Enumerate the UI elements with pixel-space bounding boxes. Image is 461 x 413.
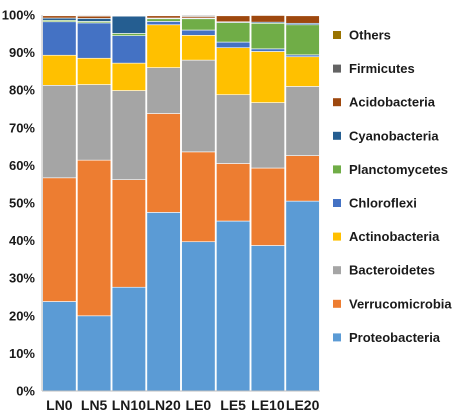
bar-segment-planctomycetes-ln20 [146,18,181,22]
bar-segment-bacteroidetes-ln10 [111,90,146,180]
bar-segment-chloroflexi-ln5 [77,22,112,59]
bar-segment-acidobacteria-ln5 [77,15,112,19]
legend-swatch-proteobacteria [333,333,341,342]
legend-swatch-firmicutes [333,64,341,73]
bar-segment-proteobacteria-le20 [285,200,320,392]
y-tick-label: 90% [9,45,35,60]
legend-swatch-actinobacteria [333,232,341,241]
bar-segment-proteobacteria-le0 [181,241,216,392]
bars [42,14,320,392]
legend-label-verrucomicrobia: Verrucomicrobia [349,296,452,311]
x-tick-label-le0: LE0 [186,397,212,413]
y-tick-label: 60% [9,158,35,173]
bar-segment-proteobacteria-ln0 [42,301,77,392]
legend-label-bacteroidetes: Bacteroidetes [349,263,435,278]
bar-segment-planctomycetes-le20 [285,24,320,56]
y-tick-label: 100% [2,8,36,23]
legend-label-chloroflexi: Chloroflexi [349,196,417,211]
bar-segment-verrucomicrobia-le0 [181,151,216,243]
bar-segment-chloroflexi-le0 [181,29,216,36]
bar-segment-bacteroidetes-le0 [181,59,216,153]
bar-segment-verrucomicrobia-ln5 [77,159,112,317]
x-tick-label-le5: LE5 [220,397,246,413]
y-tick-label: 40% [9,233,35,248]
bar-segment-planctomycetes-le0 [181,18,216,31]
bar-segment-proteobacteria-ln10 [111,286,146,392]
legend-swatch-chloroflexi [333,199,341,207]
bar-segment-planctomycetes-ln10 [111,33,146,36]
legend-label-others: Others [349,28,391,43]
y-tick-label: 0% [16,384,35,399]
y-tick-label: 50% [9,196,35,211]
y-tick-label: 10% [9,346,35,361]
legend-label-actinobacteria: Actinobacteria [349,229,440,244]
bar-segment-verrucomicrobia-le5 [216,163,251,222]
x-tick-label-ln5: LN5 [81,397,108,413]
legend-label-proteobacteria: Proteobacteria [349,330,441,345]
legend-swatch-cyanobacteria [333,131,341,140]
x-tick-label-ln20: LN20 [147,397,181,413]
x-tick-label-le20: LE20 [286,397,320,413]
bar-segment-planctomycetes-le10 [250,22,285,50]
bar-segment-cyanobacteria-ln0 [42,17,77,21]
bar-segment-acidobacteria-le5 [216,15,251,23]
bar-segment-verrucomicrobia-ln0 [42,177,77,302]
bar-segment-bacteroidetes-le5 [216,94,251,164]
legend-label-planctomycetes: Planctomycetes [349,162,448,177]
legend-swatch-bacteroidetes [333,266,341,275]
bar-segment-actinobacteria-ln5 [77,57,112,85]
bar-segment-proteobacteria-ln20 [146,212,181,392]
x-tick-label-le10: LE10 [251,397,285,413]
bar-segment-proteobacteria-le10 [250,245,285,392]
bar-segment-proteobacteria-ln5 [77,315,112,392]
bar-segment-actinobacteria-le5 [216,47,251,96]
bar-segment-proteobacteria-le5 [216,220,251,392]
y-tick-label: 80% [9,83,35,98]
legend-label-cyanobacteria: Cyanobacteria [349,128,439,143]
bar-segment-actinobacteria-ln10 [111,62,146,91]
legend: Others Firmicutes Acidobacteria Cyanobacter… [333,28,452,345]
bar-segment-planctomycetes-le5 [216,22,251,43]
bar-segment-actinobacteria-ln0 [42,54,77,86]
bar-segment-actinobacteria-le0 [181,34,216,61]
x-tick-label-ln10: LN10 [112,397,146,413]
bar-segment-bacteroidetes-le10 [250,102,285,169]
bar-segment-verrucomicrobia-le20 [285,155,320,202]
legend-swatch-planctomycetes [333,165,341,174]
bar-segment-chloroflexi-le5 [216,41,251,49]
bar-segment-acidobacteria-le10 [250,15,285,23]
bar-segment-chloroflexi-le10 [250,48,285,52]
bar-segment-verrucomicrobia-ln20 [146,113,181,213]
y-axis-ticks: 0% 10% 20% 30% 40% 50% 60% 70% 80% 90% 100% [2,8,36,399]
bar-segment-bacteroidetes-ln0 [42,85,77,179]
bar-segment-bacteroidetes-ln20 [146,67,181,114]
bar-segment-acidobacteria-ln20 [146,15,181,19]
bar-segment-verrucomicrobia-ln10 [111,179,146,288]
bar-segment-bacteroidetes-le20 [285,86,320,156]
legend-swatch-verrucomicrobia [333,299,341,308]
x-axis-labels: LN0 LN5 LN10 LN20 LE0 LE5 LE10 LE20 [46,397,319,413]
bar-segment-actinobacteria-ln20 [146,24,181,68]
y-tick-label: 70% [9,120,35,135]
bar-segment-bacteroidetes-ln5 [77,84,112,161]
bar-segment-cyanobacteria-ln10 [111,15,146,34]
y-tick-label: 30% [9,271,35,286]
y-tick-label: 20% [9,308,35,323]
bar-segment-acidobacteria-le20 [285,15,320,24]
legend-swatch-others [333,31,341,39]
bar-segment-verrucomicrobia-le10 [250,167,285,246]
legend-label-acidobacteria: Acidobacteria [349,95,436,110]
bar-segment-cyanobacteria-ln5 [77,18,112,22]
bar-segment-chloroflexi-ln10 [111,35,146,64]
bar-segment-chloroflexi-ln0 [42,21,77,56]
legend-label-firmicutes: Firmicutes [349,61,415,76]
bar-segment-actinobacteria-le20 [285,56,320,87]
legend-swatch-acidobacteria [333,98,341,107]
bar-segment-acidobacteria-ln0 [42,15,77,19]
bar-segment-chloroflexi-ln20 [146,21,181,26]
x-tick-label-ln0: LN0 [46,397,73,413]
bar-segment-actinobacteria-le10 [250,51,285,103]
